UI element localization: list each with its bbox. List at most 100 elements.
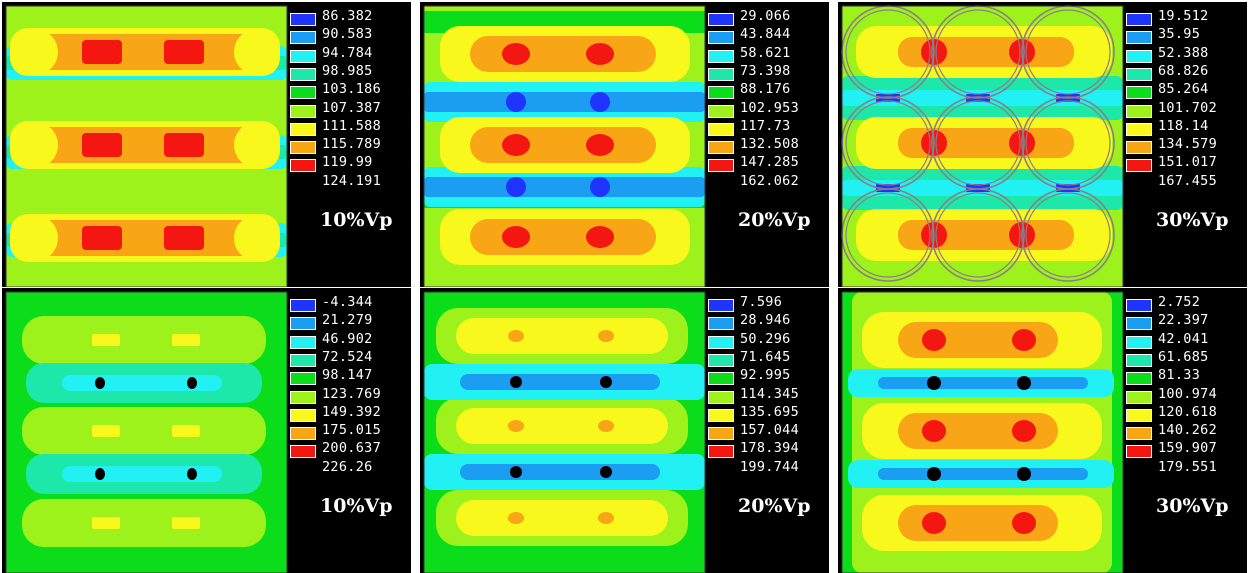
- peak-region: [164, 40, 204, 64]
- legend-swatch: [290, 317, 316, 331]
- legend-value: 86.382: [322, 8, 373, 24]
- legend-swatch: [708, 353, 734, 367]
- contour-band: [24, 127, 268, 163]
- legend-swatch: [1126, 67, 1152, 81]
- contour-plot: [838, 288, 1247, 573]
- legend-swatch: [1126, 317, 1152, 331]
- legend-value: 71.645: [740, 348, 791, 365]
- peak-region: [1012, 420, 1036, 442]
- legend-value: 199.744: [740, 458, 799, 475]
- legend-swatch: [1126, 159, 1152, 173]
- legend-value: 72.524: [322, 348, 373, 365]
- legend-value: 19.512: [1158, 8, 1209, 24]
- fiber-outline: [935, 192, 1021, 278]
- legend-swatch: [708, 335, 734, 349]
- contour-band: [62, 466, 222, 482]
- legend-swatch: [1126, 445, 1152, 459]
- plot-border: [5, 5, 288, 287]
- contour-plot: [838, 2, 1247, 287]
- contour-band: [878, 377, 1088, 389]
- contour-region: [598, 330, 614, 342]
- contour-panel-bottom-middle: 7.596 28.946 50.296 71.645 92.995 114.345 135.…: [420, 288, 829, 573]
- peak-region: [1012, 329, 1036, 351]
- legend-swatch: [1126, 86, 1152, 100]
- contour-region: [234, 216, 274, 260]
- plot-border: [423, 5, 706, 287]
- contour-field: [6, 6, 287, 287]
- contour-region: [172, 517, 200, 529]
- peak-region: [922, 512, 946, 534]
- contour-region: [92, 517, 120, 529]
- fiber-dot: [927, 467, 941, 481]
- legend-value: 43.844: [740, 26, 791, 43]
- legend-value: 68.826: [1158, 62, 1209, 79]
- contour-region: [508, 330, 524, 342]
- legend-value: 98.147: [322, 367, 373, 384]
- legend-value: 22.397: [1158, 312, 1209, 329]
- legend-value: 135.695: [740, 403, 799, 420]
- fiber-dot: [95, 468, 105, 480]
- legend-swatch: [1126, 427, 1152, 441]
- legend-value: 147.285: [740, 154, 799, 171]
- fiber-outline: [845, 100, 931, 186]
- legend-value: 119.99: [322, 154, 373, 171]
- fiber-dot: [510, 466, 522, 478]
- legend-swatch: [290, 408, 316, 422]
- fiber-outline: [845, 9, 931, 95]
- legend-value: 124.191: [322, 172, 381, 189]
- legend-swatch: [708, 299, 734, 312]
- legend-swatch: [290, 159, 316, 173]
- fiber-outline: [931, 188, 1025, 282]
- panel-label: 30%Vp: [1156, 495, 1229, 517]
- legend-value: 159.907: [1158, 440, 1217, 457]
- fiber-outline: [1025, 9, 1111, 95]
- contour-region: [172, 334, 200, 346]
- contour-region: [18, 216, 58, 260]
- legend-swatch: [290, 390, 316, 404]
- peak-region: [82, 40, 122, 64]
- legend-swatch: [708, 122, 734, 136]
- contour-band: [878, 468, 1088, 480]
- legend-value: 117.73: [740, 117, 791, 134]
- legend-swatch: [290, 299, 316, 312]
- legend-value: 98.985: [322, 62, 373, 79]
- legend-value: 111.588: [322, 117, 381, 134]
- fiber-dot: [927, 376, 941, 390]
- contour-panel-bottom-left: -4.344 21.279 46.902 72.524 98.147 123.769 149…: [2, 288, 411, 573]
- contour-band: [22, 407, 266, 455]
- peak-region: [922, 420, 946, 442]
- legend-swatch: [1126, 141, 1152, 155]
- contour-band: [24, 220, 268, 256]
- legend-swatch: [1126, 335, 1152, 349]
- legend-swatch: [290, 353, 316, 367]
- contour-region: [506, 177, 526, 197]
- contour-region: [18, 123, 58, 167]
- legend-value: 90.583: [322, 26, 373, 43]
- peak-region: [586, 226, 614, 248]
- legend-value: 92.995: [740, 367, 791, 384]
- plot-border: [5, 291, 288, 573]
- legend-swatch: [708, 49, 734, 63]
- contour-region: [172, 425, 200, 437]
- contour-band: [424, 92, 705, 112]
- legend-value: 120.618: [1158, 403, 1217, 420]
- legend-swatch: [1126, 353, 1152, 367]
- legend-value: 35.95: [1158, 26, 1201, 43]
- legend-swatch: [708, 104, 734, 118]
- legend-swatch: [708, 67, 734, 81]
- contour-region: [92, 425, 120, 437]
- peak-region: [82, 226, 122, 250]
- legend-swatch: [1126, 13, 1152, 26]
- legend-value: 114.345: [740, 385, 799, 402]
- contour-field: [424, 292, 705, 573]
- legend-value: 101.702: [1158, 99, 1217, 116]
- legend-value: 178.394: [740, 440, 799, 457]
- contour-band: [456, 318, 668, 354]
- legend-swatch: [290, 31, 316, 45]
- panel-label: 30%Vp: [1156, 209, 1229, 231]
- contour-region: [598, 420, 614, 432]
- legend-value: 151.017: [1158, 154, 1217, 171]
- contour-plot: [420, 2, 829, 287]
- legend-value: 28.946: [740, 312, 791, 329]
- legend-value: 134.579: [1158, 136, 1217, 153]
